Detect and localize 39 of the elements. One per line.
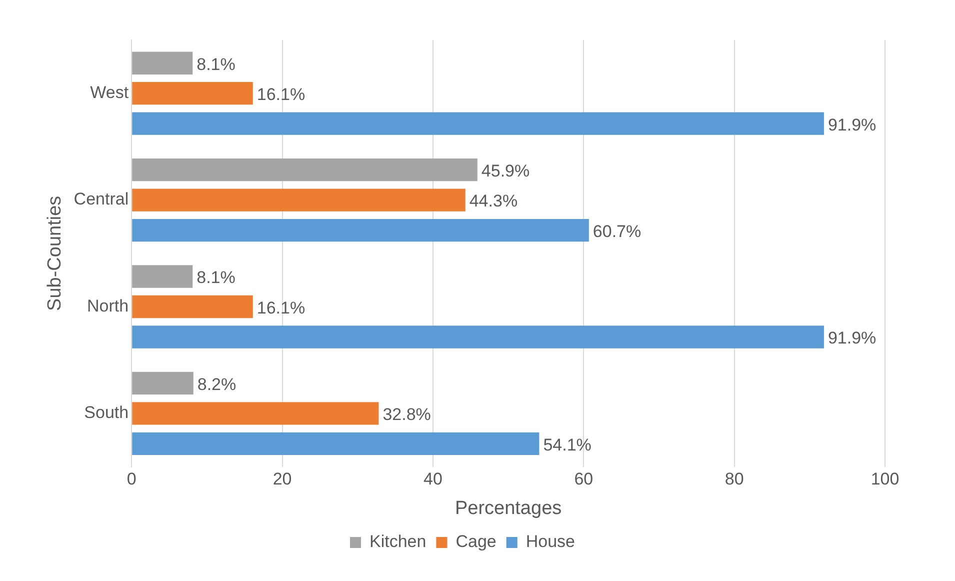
bar [132, 295, 253, 318]
x-tick-label: 0 [126, 470, 136, 489]
bar [132, 158, 478, 182]
data-label: 60.7% [592, 222, 642, 241]
x-tick-label: 40 [424, 470, 442, 489]
data-label: 91.9% [828, 115, 876, 134]
data-label: 32.8% [382, 405, 431, 424]
x-tick-label: 20 [272, 470, 292, 489]
data-label: 8.1% [196, 54, 236, 74]
bar [132, 52, 193, 74]
bar [132, 326, 824, 348]
data-label: 45.9% [481, 162, 530, 181]
data-label: 16.1% [256, 85, 306, 104]
x-tick-label: 60 [574, 470, 594, 489]
bar [132, 265, 193, 288]
legend-label: Kitchen [370, 532, 426, 552]
y-axis-title: Sub-Counties [44, 196, 66, 311]
data-label: 54.1% [543, 435, 592, 454]
x-axis-title: Percentages [454, 498, 562, 519]
bar [132, 372, 194, 395]
data-label: 44.3% [469, 192, 518, 211]
legend-label: House [526, 532, 575, 552]
bar [132, 112, 824, 135]
y-tick-label: North [87, 296, 129, 316]
y-tick-label: West [90, 83, 129, 102]
x-tick-label: 80 [724, 470, 744, 489]
x-tick-label: 100 [870, 470, 900, 489]
data-label: 91.9% [828, 328, 876, 348]
bar [132, 218, 589, 242]
bar [132, 82, 253, 105]
legend-label: Cage [456, 532, 496, 552]
y-tick-label: South [84, 403, 129, 422]
data-label: 16.1% [256, 298, 306, 318]
data-label: 8.1% [196, 268, 236, 288]
data-label: 8.2% [197, 374, 236, 394]
bar [132, 188, 466, 212]
y-tick-label: Central [74, 190, 129, 209]
bar [132, 432, 540, 456]
bar [132, 402, 379, 425]
